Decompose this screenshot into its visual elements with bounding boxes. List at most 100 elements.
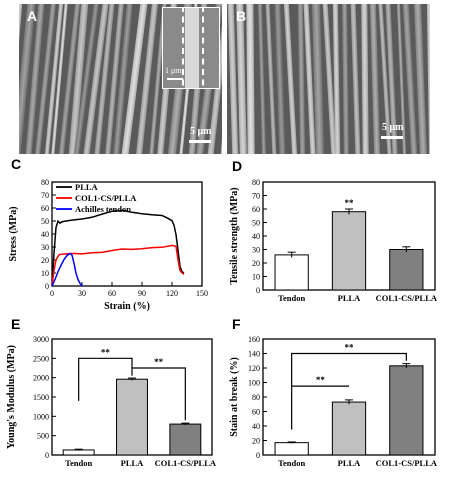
fiber-strand xyxy=(341,4,350,154)
sem-inset-a: 1 μm xyxy=(162,7,220,89)
bar-col1-cs-plla xyxy=(169,423,202,456)
bar-plla xyxy=(331,211,367,291)
series-line-2 xyxy=(51,252,83,287)
x-tick-label: 30 xyxy=(78,289,86,298)
chart-e-youngs-modulus: 0 500 1000 1500 2000 2500 3000 Young's Modulus … xyxy=(6,335,217,468)
y-tick-label: 100 xyxy=(248,379,260,388)
y-tick-label: 3000 xyxy=(33,335,49,344)
y-tick-label: 40 xyxy=(252,422,260,431)
x-category-label: COL1-CS/PLLA xyxy=(376,458,438,468)
y-tick-label: 160 xyxy=(248,335,260,344)
x-category-label: Tendon xyxy=(278,458,305,468)
y-tick-label: 70 xyxy=(41,191,49,200)
panel-label-c: C xyxy=(11,156,22,172)
y-tick-label: 0 xyxy=(256,451,260,460)
inset-fiber xyxy=(185,8,199,88)
significance-bracket xyxy=(132,367,186,421)
x-category-label: COL1-CS/PLLA xyxy=(376,293,438,303)
y-tick-label: 10 xyxy=(41,269,49,278)
chart-d-tensile-strength: 0 10 20 30 40 50 60 70 80 Tensile strength (MPa) T… xyxy=(229,178,438,303)
y-tick-label: 50 xyxy=(41,217,49,226)
significance-mark: ** xyxy=(345,343,355,353)
fiber-strand xyxy=(246,4,255,154)
inset-scale-label: 1 μm xyxy=(165,66,182,75)
y-tick-label: 50 xyxy=(252,219,260,228)
significance-mark: ** xyxy=(345,198,355,208)
scale-bar-a xyxy=(189,140,211,143)
legend-label: PLLA xyxy=(75,182,99,192)
y-tick-label: 80 xyxy=(41,178,49,187)
y-tick-label: 40 xyxy=(252,232,260,241)
scale-label-b: 5 μm xyxy=(382,122,404,133)
chart-f-strain-at-break: 0 20 40 60 80 100 120 140 160 Stain at break (%) T… xyxy=(229,335,438,468)
bar-tendon xyxy=(274,254,309,291)
y-tick-label: 20 xyxy=(252,437,260,446)
x-tick-label: 60 xyxy=(108,289,116,298)
y-tick-label: 2500 xyxy=(33,354,49,363)
significance-bracket xyxy=(78,357,133,401)
bar-tendon xyxy=(274,442,309,456)
y-tick-label: 40 xyxy=(41,230,49,239)
x-category-label: PLLA xyxy=(338,458,362,468)
x-axis-label: Strain (%) xyxy=(104,301,150,312)
y-tick-label: 120 xyxy=(248,364,260,373)
x-tick-label: 150 xyxy=(196,289,208,298)
y-tick-label: 20 xyxy=(252,259,260,268)
scale-label-a: 5 μm xyxy=(190,126,212,137)
fiber-strand xyxy=(426,4,430,154)
x-category-label: PLLA xyxy=(338,293,362,303)
sem-image-b xyxy=(227,4,430,154)
x-category-label: PLLA xyxy=(121,458,145,468)
y-tick-label: 60 xyxy=(252,408,260,417)
y-tick-label: 1500 xyxy=(33,393,49,402)
y-tick-label: 30 xyxy=(41,243,49,252)
y-tick-label: 500 xyxy=(37,432,49,441)
y-tick-label: 140 xyxy=(248,350,260,359)
fiber-strand xyxy=(332,4,341,154)
panel-label-d: D xyxy=(232,158,243,174)
inset-scale-bar xyxy=(167,78,183,80)
x-tick-label: 90 xyxy=(138,289,146,298)
y-tick-label: 1000 xyxy=(33,412,49,421)
x-tick-label: 120 xyxy=(166,289,178,298)
y-axis-label: Young's Modulus (MPa) xyxy=(6,345,17,449)
y-axis-label: Tensile strength (MPa) xyxy=(229,187,240,284)
x-category-label: Tendon xyxy=(278,293,305,303)
inset-fiber-outline xyxy=(182,8,204,88)
y-axis-label: Stress (MPa) xyxy=(8,206,19,261)
y-tick-label: 30 xyxy=(252,246,260,255)
fiber-strand xyxy=(349,4,361,154)
y-tick-label: 80 xyxy=(252,393,260,402)
series-line-0 xyxy=(51,209,185,287)
bar-plla xyxy=(116,378,148,456)
y-tick-label: 2000 xyxy=(33,374,49,383)
significance-mark: ** xyxy=(101,347,111,357)
scale-bar-b xyxy=(381,136,403,139)
bar-col1-cs-plla xyxy=(389,365,424,456)
panel-label-f: F xyxy=(232,316,241,332)
chart-c-stress-strain: 0 10 20 30 40 50 60 70 80 Stress (MPa) 0 30 60 90 120 1… xyxy=(8,178,208,312)
y-tick-label: 20 xyxy=(41,256,49,265)
y-tick-label: 10 xyxy=(252,273,260,282)
fiber-strand xyxy=(361,4,370,154)
fiber-strand xyxy=(282,4,299,154)
x-category-label: Tendon xyxy=(65,458,92,468)
y-tick-label: 60 xyxy=(41,204,49,213)
significance-mark: ** xyxy=(154,357,164,367)
significance-mark: ** xyxy=(316,375,326,385)
legend-label: COL1-CS/PLLA xyxy=(75,193,137,203)
y-tick-label: 0 xyxy=(45,451,49,460)
x-tick-label: 0 xyxy=(50,289,54,298)
bar-plla xyxy=(331,401,367,456)
y-tick-label: 0 xyxy=(256,286,260,295)
legend-label: Achilles tendon xyxy=(75,204,131,214)
fiber-strand xyxy=(257,4,267,154)
y-tick-label: 70 xyxy=(252,192,260,201)
bar-col1-cs-plla xyxy=(389,249,424,291)
y-tick-label: 80 xyxy=(252,178,260,187)
significance-bracket xyxy=(291,352,407,387)
y-tick-label: 0 xyxy=(45,282,49,291)
y-tick-label: 60 xyxy=(252,205,260,214)
y-axis-label: Stain at break (%) xyxy=(229,357,240,437)
panel-label-b: B xyxy=(236,8,247,24)
